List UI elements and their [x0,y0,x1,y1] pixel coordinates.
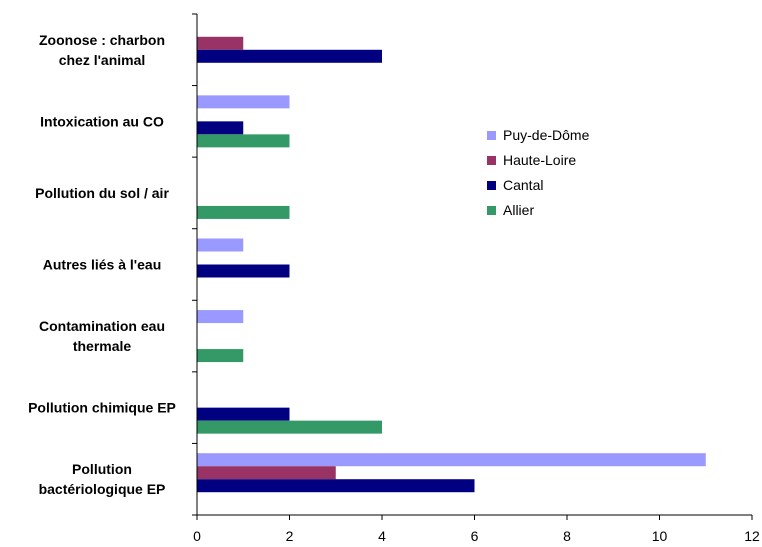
category-label-1-0: Intoxication au CO [40,113,164,129]
legend: Puy-de-Dôme Haute-Loire Cantal Allier [487,127,590,218]
category-label-0-0: Zoonose : charbon [39,32,165,48]
bar-6-0 [197,453,706,467]
x-tick-label-6: 12 [744,528,760,544]
bar-1-3 [197,134,290,148]
bars-layer [197,36,706,493]
axes-layer [192,13,753,520]
legend-swatch-2 [487,181,496,190]
category-label-0-1: chez l'animal [59,52,146,68]
legend-label-3: Allier [503,202,534,218]
legend-swatch-3 [487,206,496,215]
legend-swatch-1 [487,156,496,165]
category-label-4-0: Contamination eau [39,318,165,334]
category-label-2-0: Pollution du sol / air [35,185,169,201]
category-label-3-0: Autres liés à l'eau [43,257,162,273]
x-tick-label-3: 6 [471,528,479,544]
category-label-5-0: Pollution chimique EP [28,400,176,416]
category-label-6-1: bactériologique EP [39,481,166,497]
bar-3-0 [197,238,244,252]
x-tick-label-0: 0 [193,528,201,544]
x-tick-label-2: 4 [378,528,386,544]
bar-1-0 [197,95,290,109]
x-tick-label-4: 8 [563,528,571,544]
x-tick-label-1: 2 [286,528,294,544]
category-labels: Zoonose : charbon chez l'animal Intoxicati… [28,32,176,497]
bar-1-2 [197,121,244,135]
bar-3-2 [197,264,290,278]
bar-4-0 [197,310,244,324]
bar-5-3 [197,420,382,434]
category-label-6-0: Pollution [72,461,132,477]
x-tick-label-5: 10 [652,528,668,544]
legend-swatch-0 [487,131,496,140]
legend-label-0: Puy-de-Dôme [503,127,590,143]
bar-0-2 [197,49,382,63]
bar-4-3 [197,349,244,363]
category-label-4-1: thermale [73,338,132,354]
legend-label-1: Haute-Loire [503,152,576,168]
legend-label-2: Cantal [503,177,543,193]
bar-6-1 [197,466,336,480]
x-tick-labels: 0 2 4 6 8 10 12 [193,528,760,544]
bar-5-2 [197,407,290,421]
bar-2-3 [197,205,290,219]
bar-0-1 [197,36,244,50]
bar-6-2 [197,479,475,493]
